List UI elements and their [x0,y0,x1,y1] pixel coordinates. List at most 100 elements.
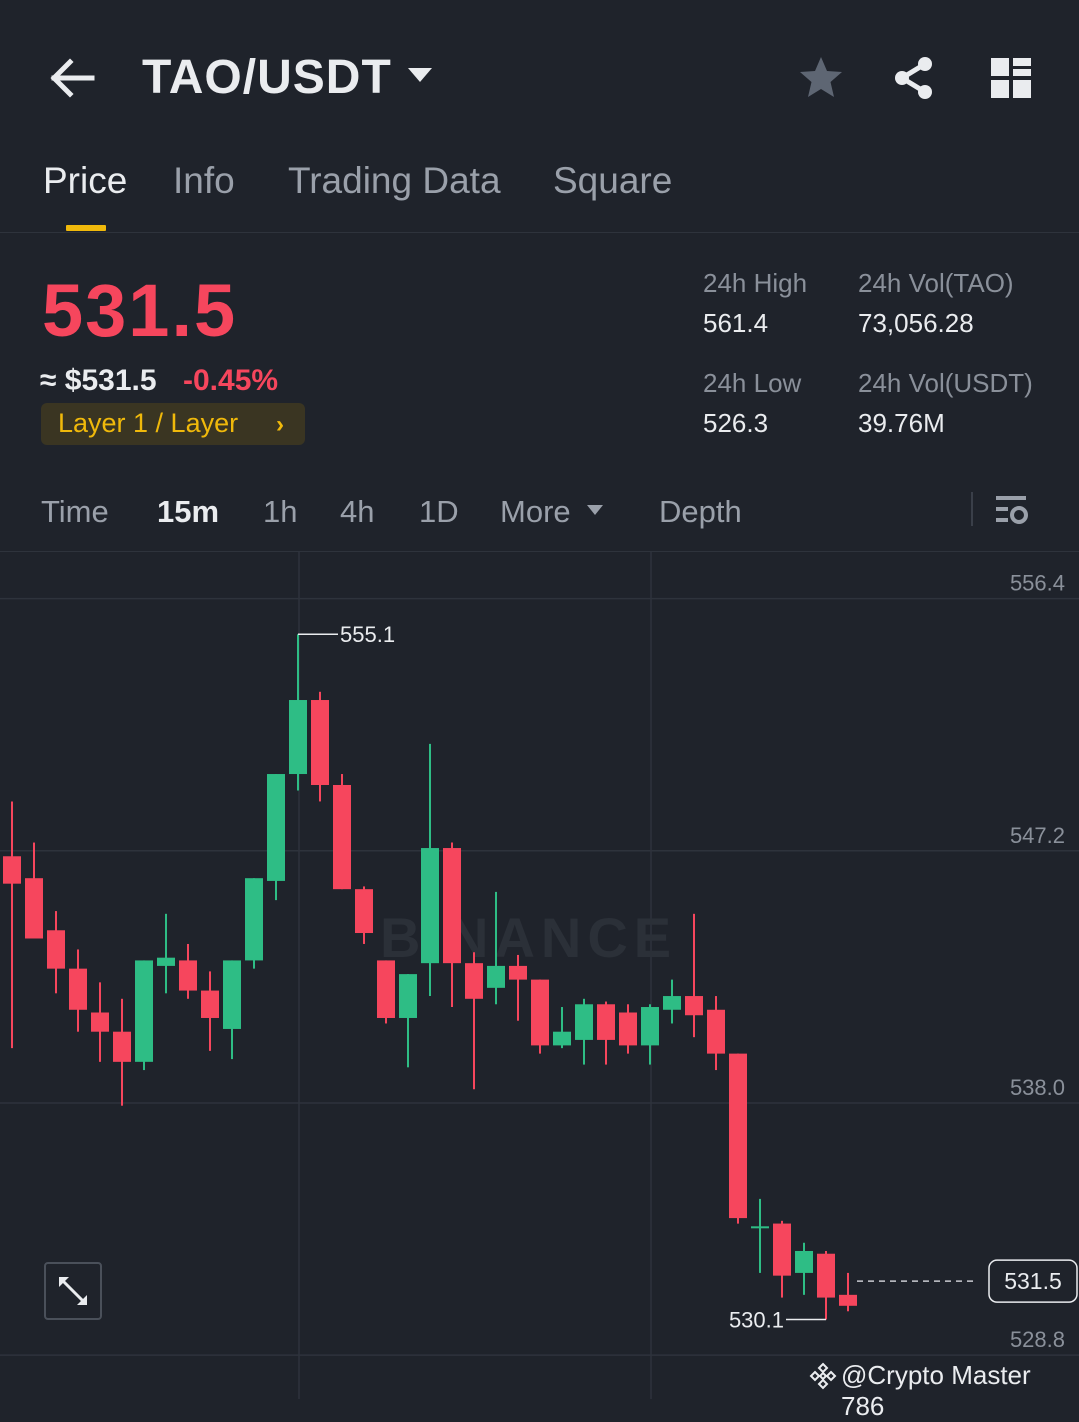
candle-body [773,1223,791,1276]
candle [487,891,505,1005]
y-axis-label: 538.0 [1010,1075,1065,1100]
candle-body [575,1004,593,1040]
tab-trading-data[interactable]: Trading Data [288,160,501,201]
favorite-star-icon[interactable] [797,54,845,102]
price-change-percent: -0.45% [183,364,279,397]
candle-body [25,878,43,939]
candle-body [157,957,175,966]
candle [179,943,197,999]
candle-body [69,968,87,1010]
candle-body [179,960,197,991]
interval-1h[interactable]: 1h [263,494,298,529]
high-24h-value: 561.4 [703,308,769,338]
candle [619,1004,637,1054]
candle [377,960,395,1024]
candle-body [113,1031,131,1062]
low-24h-value: 526.3 [703,408,769,438]
interval-4h[interactable]: 4h [340,494,375,529]
candle [3,801,21,1049]
high-marker-label: 555.1 [340,622,395,647]
candle-body [487,965,505,988]
candle [201,971,219,1051]
interval-1d[interactable]: 1D [419,494,459,529]
candle [839,1272,857,1312]
candle [311,691,329,802]
last-price-pill-label: 531.5 [1004,1268,1062,1294]
pair-dropdown-caret-icon[interactable] [405,64,435,86]
vol-quote-label: 24h Vol(USDT) [858,368,1033,398]
candle [597,1001,615,1065]
candle-body [201,990,219,1018]
candle [91,982,109,1062]
candle [333,774,351,890]
category-tag[interactable] [41,403,305,445]
chart-top-divider [0,551,1079,552]
candle-body [3,856,21,884]
candle-body [443,848,461,964]
grid-menu-icon[interactable] [987,54,1035,102]
depth-tab[interactable]: Depth [659,494,742,529]
active-tab-indicator [66,225,106,231]
candle [289,634,307,791]
expand-icon [59,1277,87,1305]
chart-grid [0,552,1079,1399]
candle [795,1242,813,1295]
vol-quote-value: 39.76M [858,408,945,438]
chart-settings-icon[interactable] [994,492,1030,528]
candle-body [531,979,549,1046]
candle [25,842,43,939]
more-caret-icon[interactable] [585,503,605,517]
candle-body [355,889,373,934]
candle [685,913,703,1038]
fullscreen-expand-button[interactable] [44,1262,102,1320]
candle-body [553,1031,571,1046]
y-axis-label: 528.8 [1010,1327,1065,1352]
candle-body [377,960,395,1018]
tabs-divider [0,232,1079,233]
candle [245,878,263,969]
candle [773,1220,791,1298]
candle [157,913,175,994]
candle [641,1004,659,1065]
candle-body [421,848,439,964]
back-arrow-icon[interactable] [44,52,98,104]
vol-base-label: 24h Vol(TAO) [858,268,1014,298]
low-marker-label: 530.1 [729,1308,784,1333]
candle-body [465,963,483,999]
candle-body [91,1012,109,1032]
candle [47,911,65,994]
share-icon[interactable] [890,54,938,102]
candle [751,1198,769,1273]
candle [113,998,131,1106]
interval-time[interactable]: Time [41,494,109,529]
interval-bar-separator [971,492,973,526]
candle [267,774,285,901]
candle [663,979,681,1024]
interval-more[interactable]: More [500,494,571,529]
interval-15m[interactable]: 15m [157,494,220,529]
pair-title[interactable]: TAO/USDT [142,51,392,104]
candle [575,998,593,1065]
candle-body [663,996,681,1010]
high-24h-label: 24h High [703,268,808,298]
category-tag-label: Layer 1 / Layer [58,408,239,438]
candle-body [729,1053,747,1219]
candles [3,634,857,1320]
candle [465,952,483,1090]
tab-price[interactable]: Price [43,160,128,201]
candle [707,996,725,1071]
candle [69,949,87,1032]
chevron-right-icon: › [276,411,284,438]
tab-info[interactable]: Info [173,160,235,201]
candle-body [597,1004,615,1040]
candle-body [795,1250,813,1273]
y-axis-label: 556.4 [1010,571,1065,596]
candle-body [47,930,65,969]
credit-watermark: @Crypto Master 786 [841,1360,1031,1421]
candle-body [135,960,153,1062]
candle-body [707,1009,725,1054]
candle [223,960,241,1060]
tab-square[interactable]: Square [553,160,673,201]
candle-body [619,1012,637,1046]
